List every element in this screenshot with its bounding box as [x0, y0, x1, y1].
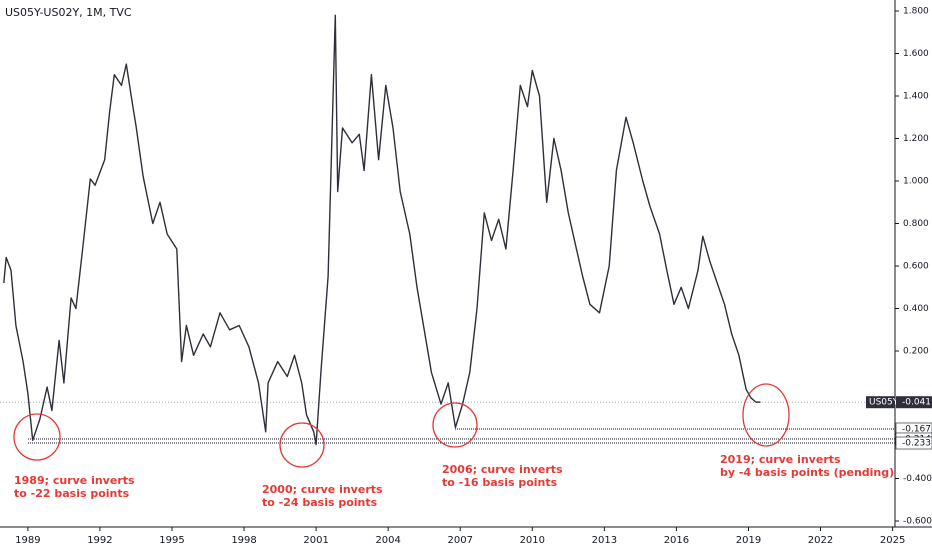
- series-tag: [866, 396, 895, 409]
- annotation-text: by -4 basis points (pending): [720, 466, 894, 479]
- y-tick-label: 0.600: [903, 262, 929, 272]
- price-tag-label: -0.167: [902, 424, 931, 434]
- x-tick-label: 2022: [808, 535, 833, 546]
- y-tick-label: 0.400: [903, 304, 929, 314]
- annotation-text: 1989; curve inverts: [14, 474, 135, 487]
- x-tick-label: 2010: [520, 535, 545, 546]
- x-tick-label: 2007: [448, 535, 473, 546]
- y-tick-label: 1.200: [903, 134, 929, 144]
- circle: [742, 383, 790, 447]
- annotation-text: to -24 basis points: [262, 496, 378, 509]
- y-tick-label: 1.800: [903, 7, 929, 17]
- y-axis-panel: [895, 0, 932, 550]
- circle: [279, 422, 325, 468]
- x-tick-label: 2013: [592, 535, 617, 546]
- chart-title: US05Y-US02Y, 1M, TVC: [5, 6, 132, 19]
- y-tick-label: 0.200: [903, 347, 929, 357]
- x-tick-label: 2001: [303, 535, 328, 546]
- price-tag: [895, 436, 932, 450]
- annotation-text: 2000; curve inverts: [262, 483, 383, 496]
- y-tick-label: 0.800: [903, 219, 929, 229]
- y-tick-label: 1.000: [903, 177, 929, 187]
- y-tick-label: 1.600: [903, 49, 929, 59]
- x-tick-label: 1998: [231, 535, 256, 546]
- plot-area: [0, 14, 895, 446]
- y-tick-label: -0.600: [903, 517, 932, 527]
- annotation-text: 2019; curve inverts: [720, 453, 841, 466]
- annotation-circles: [13, 383, 790, 468]
- annotation-text: 2006; curve inverts: [442, 463, 563, 476]
- price-tag-label: -0.233: [902, 439, 931, 449]
- x-tick-label: 2016: [664, 535, 689, 546]
- x-tick-label: 2025: [880, 535, 905, 546]
- series-line: [3, 14, 761, 446]
- x-tick-label: 1995: [159, 535, 184, 546]
- x-tick-label: 2019: [736, 535, 761, 546]
- last-value-label: -0.041: [902, 398, 931, 408]
- series-tag-label: US05Y: [869, 398, 899, 408]
- annotation-text: to -22 basis points: [14, 487, 130, 500]
- circle: [432, 402, 478, 448]
- y-tick-label: 1.400: [903, 92, 929, 102]
- x-tick-label: 2004: [375, 535, 400, 546]
- annotation-text: to -16 basis points: [442, 476, 558, 489]
- last-value-tag: [896, 396, 932, 409]
- x-tick-label: 1992: [87, 535, 112, 546]
- circle: [13, 413, 61, 461]
- y-tick-label: -0.400: [903, 474, 932, 484]
- x-tick-label: 1989: [15, 535, 40, 546]
